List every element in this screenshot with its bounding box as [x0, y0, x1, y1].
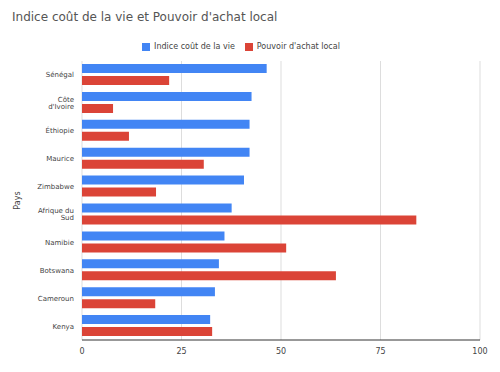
svg-text:Maurice: Maurice	[46, 155, 74, 163]
svg-text:0: 0	[79, 347, 84, 356]
html-text:Pouvoir d'achat local: Pouvoir d'achat local	[256, 42, 340, 51]
svg-text:100: 100	[472, 347, 487, 356]
svg-text:50: 50	[276, 347, 286, 356]
svg-text:Kenya: Kenya	[53, 323, 74, 331]
html-text:Indice coût de la vie: Indice coût de la vie	[154, 42, 235, 51]
svg-text:Zimbabwe: Zimbabwe	[37, 183, 74, 191]
svg-text:Namibie: Namibie	[45, 239, 74, 247]
svg-text:Botswana: Botswana	[40, 267, 74, 275]
svg-text:Éthiopie: Éthiopie	[45, 126, 74, 135]
svg-text:25: 25	[176, 347, 186, 356]
svg-text:Cameroun: Cameroun	[38, 295, 74, 303]
html-text:Indice coût de la vie et Pouvo: Indice coût de la vie et Pouvoir d'achat…	[12, 10, 278, 24]
svg-text:Pays: Pays	[13, 191, 22, 209]
svg-text:Afrique duSud: Afrique duSud	[38, 207, 74, 222]
svg-text:Côted'Ivoire: Côted'Ivoire	[48, 96, 74, 111]
svg-text:75: 75	[375, 347, 385, 356]
svg-text:Sénégal: Sénégal	[46, 71, 74, 79]
